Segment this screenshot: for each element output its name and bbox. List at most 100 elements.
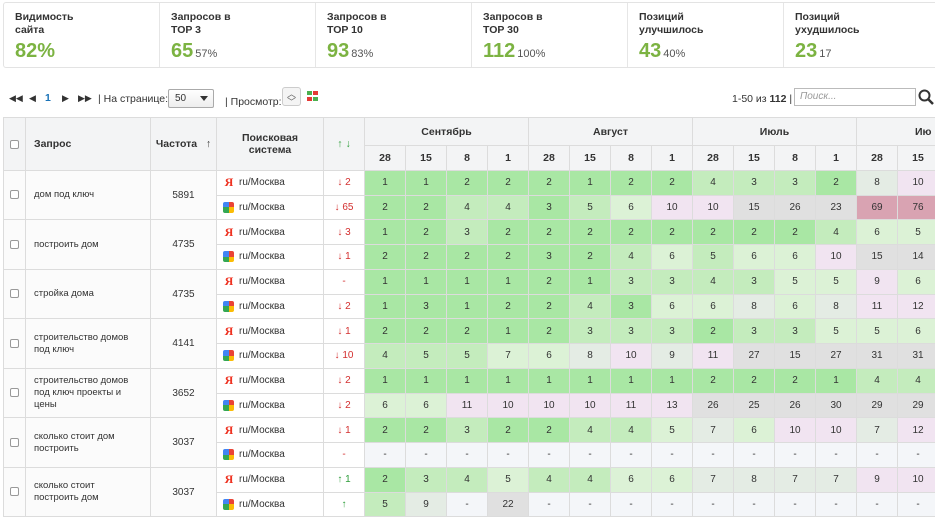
position-cell: 2 xyxy=(733,219,775,245)
position-cell: 31 xyxy=(856,343,898,369)
position-cell: 1 xyxy=(364,367,406,394)
next-page-icon[interactable]: ▶ xyxy=(62,93,69,103)
position-cell: 3 xyxy=(528,194,570,221)
position-cell: 1 xyxy=(651,367,693,394)
position-cell: 1 xyxy=(446,293,488,320)
row-checkbox[interactable] xyxy=(10,190,19,200)
view-grid-button[interactable] xyxy=(306,90,320,102)
position-cell: 4 xyxy=(610,417,652,443)
position-cell: - xyxy=(733,442,775,468)
query-cell[interactable]: стройка дома xyxy=(25,268,151,320)
position-cell: 1 xyxy=(364,268,406,295)
current-page-link[interactable]: 1 xyxy=(45,92,51,104)
table-row: ru/Москва ↓ 1 2 2 2 2 3 2 4 6 5 6 6 10 15 14 xyxy=(4,244,935,270)
last-page-icon[interactable]: ▶▶ xyxy=(78,93,92,103)
stat-big-number: 112 xyxy=(483,40,516,62)
position-cell: 2 xyxy=(651,219,693,245)
query-header[interactable]: Запрос xyxy=(25,117,151,171)
position-cell: 15 xyxy=(774,343,816,369)
view-compact-button[interactable]: ︿ ﹀ xyxy=(282,87,301,107)
query-cell[interactable]: сколько стоит построить дом xyxy=(25,466,151,518)
position-cell: 4 xyxy=(692,169,734,196)
position-cell: - xyxy=(487,442,529,468)
position-cell: 2 xyxy=(651,169,693,196)
query-cell[interactable]: дом под ключ xyxy=(25,169,151,221)
yandex-icon: Я xyxy=(224,274,234,289)
pagination-range: 1-50 из 112 | xyxy=(732,93,792,105)
delta-header[interactable]: ↑ ↓ xyxy=(323,117,365,171)
position-cell: 7 xyxy=(692,417,734,443)
stat-card: Видимость сайта 82% xyxy=(4,3,160,67)
table-toolbar: ◀◀ ◀ 1 ▶ ▶▶ | На странице: 50 | Просмотр… xyxy=(0,86,935,110)
yandex-icon: Я xyxy=(224,373,234,388)
delta-header-label: ↑ ↓ xyxy=(337,137,351,150)
position-cell: 1 xyxy=(569,268,611,295)
freq-header[interactable]: Частота ↑ xyxy=(150,117,217,171)
position-cell: 1 xyxy=(364,219,406,245)
position-cell: 1 xyxy=(487,318,529,344)
month-header: Сентябрь xyxy=(364,117,529,146)
position-cell: 2 xyxy=(692,219,734,245)
position-cell: - xyxy=(774,491,816,518)
engine-cell: ru/Москва xyxy=(216,491,324,518)
position-cell: 5 xyxy=(446,343,488,369)
google-icon xyxy=(223,399,234,411)
position-cell: 4 xyxy=(569,466,611,493)
position-cell: 3 xyxy=(733,169,775,196)
stat-big-number: 93 xyxy=(327,40,350,62)
stat-small-number: 100% xyxy=(517,48,546,60)
delta-cell: ↓ 2 xyxy=(323,293,365,320)
position-cell: 10 xyxy=(774,417,816,443)
search-button[interactable] xyxy=(916,87,935,107)
row-checkbox[interactable] xyxy=(10,437,19,447)
delta-cell: ↑ xyxy=(323,491,365,518)
freq-cell: 5891 xyxy=(150,169,217,221)
position-cell: 2 xyxy=(610,219,652,245)
row-checkbox[interactable] xyxy=(10,338,19,348)
delta-cell: ↓ 1 xyxy=(323,318,365,344)
summary-stats-panel: Видимость сайта 82% Запросов в TOP 3 65 57% Зап… xyxy=(3,2,935,68)
position-cell: 2 xyxy=(528,219,570,245)
position-cell: 2 xyxy=(569,219,611,245)
position-cell: 4 xyxy=(610,244,652,270)
query-cell[interactable]: сколько стоит дом построить xyxy=(25,417,151,468)
position-cell: 6 xyxy=(692,293,734,320)
query-cell[interactable]: построить дом xyxy=(25,219,151,270)
day-header: 28 xyxy=(856,145,898,171)
row-checkbox[interactable] xyxy=(10,289,19,299)
position-cell: 3 xyxy=(405,466,447,493)
position-cell: 25 xyxy=(733,392,775,419)
position-cell: 12 xyxy=(897,417,935,443)
position-cell: - xyxy=(733,491,775,518)
grid-icon xyxy=(307,91,312,95)
query-cell[interactable]: строительство домов под ключ xyxy=(25,318,151,369)
engine-region: ru/Москва xyxy=(239,424,285,436)
position-cell: 2 xyxy=(528,318,570,344)
search-input[interactable]: Поиск... xyxy=(794,88,916,106)
position-cell: 76 xyxy=(897,194,935,221)
row-checkbox[interactable] xyxy=(10,487,19,497)
query-cell[interactable]: строительство домов под ключ проекты и ц… xyxy=(25,367,151,419)
position-cell: 2 xyxy=(364,318,406,344)
position-cell: 7 xyxy=(487,343,529,369)
position-cell: - xyxy=(528,442,570,468)
google-icon xyxy=(223,498,234,510)
stat-label: Запросов в xyxy=(327,11,387,23)
sort-arrow-icon: ↑ xyxy=(205,137,212,150)
position-cell: 7 xyxy=(692,466,734,493)
first-page-icon[interactable]: ◀◀ xyxy=(9,93,23,103)
position-cell: - xyxy=(610,442,652,468)
prev-page-icon[interactable]: ◀ xyxy=(29,93,36,103)
select-all-checkbox[interactable] xyxy=(10,139,19,149)
row-checkbox[interactable] xyxy=(10,388,19,398)
yandex-icon: Я xyxy=(224,472,234,487)
position-cell: 2 xyxy=(692,367,734,394)
position-cell: 2 xyxy=(364,194,406,221)
per-page-select[interactable]: 50 xyxy=(168,89,214,108)
position-cell: 5 xyxy=(405,343,447,369)
row-checkbox[interactable] xyxy=(10,239,19,249)
